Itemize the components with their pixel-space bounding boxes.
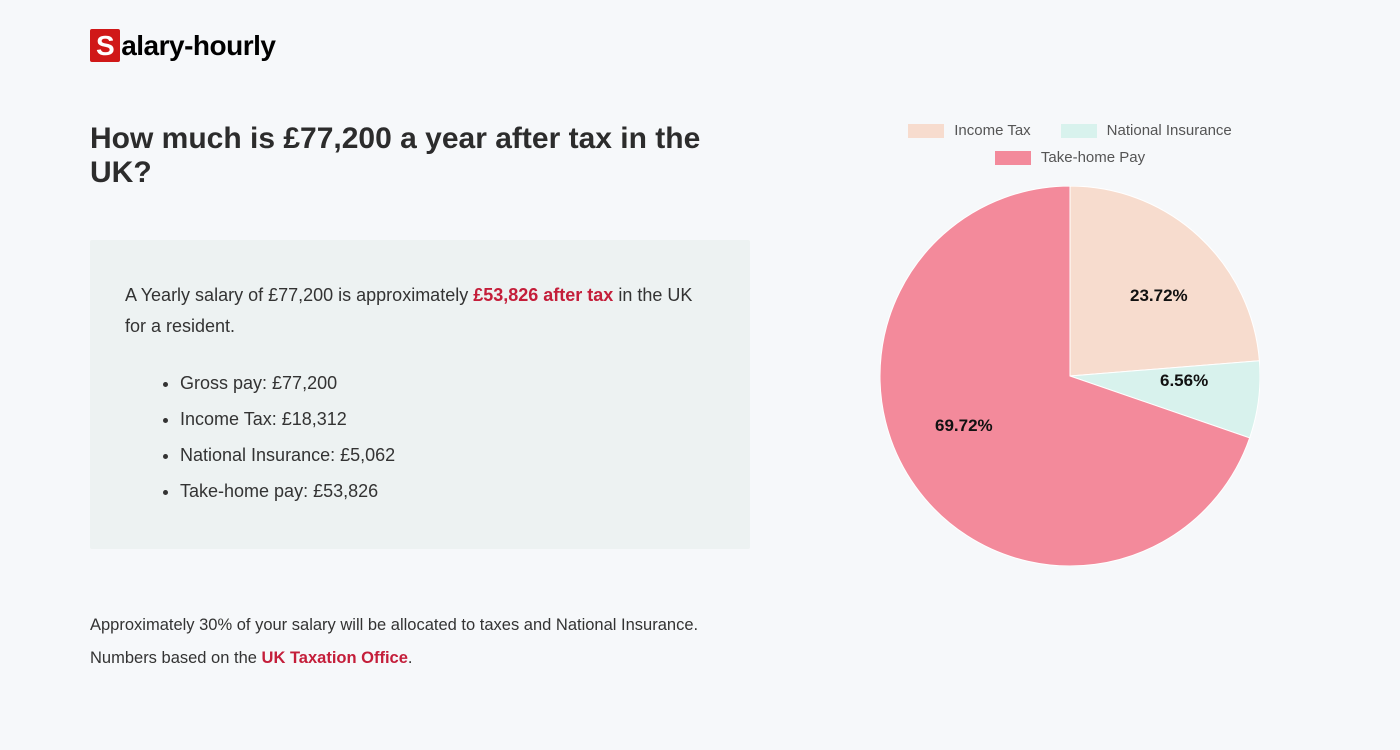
main-container: How much is £77,200 a year after tax in … — [90, 122, 1310, 675]
summary-box: A Yearly salary of £77,200 is approximat… — [90, 240, 750, 549]
left-column: How much is £77,200 a year after tax in … — [90, 122, 750, 675]
list-item: National Insurance: £5,062 — [180, 437, 715, 473]
summary-highlight: £53,826 after tax — [473, 285, 613, 305]
pie-slice-label: 69.72% — [935, 416, 993, 436]
summary-text: A Yearly salary of £77,200 is approximat… — [125, 280, 715, 341]
pie-chart: 23.72% 6.56% 69.72% — [880, 186, 1260, 566]
legend-item: Take-home Pay — [995, 149, 1145, 166]
site-logo: Salary-hourly — [90, 30, 1310, 62]
logo-s-badge: S — [90, 29, 120, 62]
list-item: Take-home pay: £53,826 — [180, 473, 715, 509]
footer-line2-suffix: . — [408, 649, 413, 667]
footer-link[interactable]: UK Taxation Office — [262, 649, 408, 667]
list-item: Gross pay: £77,200 — [180, 365, 715, 401]
legend-swatch — [995, 151, 1031, 165]
legend-swatch — [908, 124, 944, 138]
chart-legend: Income Tax National Insurance Take-home … — [830, 122, 1310, 166]
right-column: Income Tax National Insurance Take-home … — [830, 122, 1310, 675]
summary-prefix: A Yearly salary of £77,200 is approximat… — [125, 285, 473, 305]
list-item: Income Tax: £18,312 — [180, 401, 715, 437]
breakdown-list: Gross pay: £77,200 Income Tax: £18,312 N… — [125, 365, 715, 509]
legend-item: Income Tax — [908, 122, 1030, 139]
legend-swatch — [1061, 124, 1097, 138]
footer-line1: Approximately 30% of your salary will be… — [90, 609, 750, 642]
footer-line2-prefix: Numbers based on the — [90, 649, 262, 667]
footer-line2: Numbers based on the UK Taxation Office. — [90, 642, 750, 675]
legend-label: Income Tax — [954, 122, 1030, 139]
legend-label: Take-home Pay — [1041, 149, 1145, 166]
pie-slice-label: 6.56% — [1160, 371, 1208, 391]
legend-label: National Insurance — [1107, 122, 1232, 139]
footer-note: Approximately 30% of your salary will be… — [90, 609, 750, 675]
legend-item: National Insurance — [1061, 122, 1232, 139]
page-title: How much is £77,200 a year after tax in … — [90, 122, 750, 190]
logo-rest: alary-hourly — [121, 30, 275, 61]
pie-slice-label: 23.72% — [1130, 286, 1188, 306]
